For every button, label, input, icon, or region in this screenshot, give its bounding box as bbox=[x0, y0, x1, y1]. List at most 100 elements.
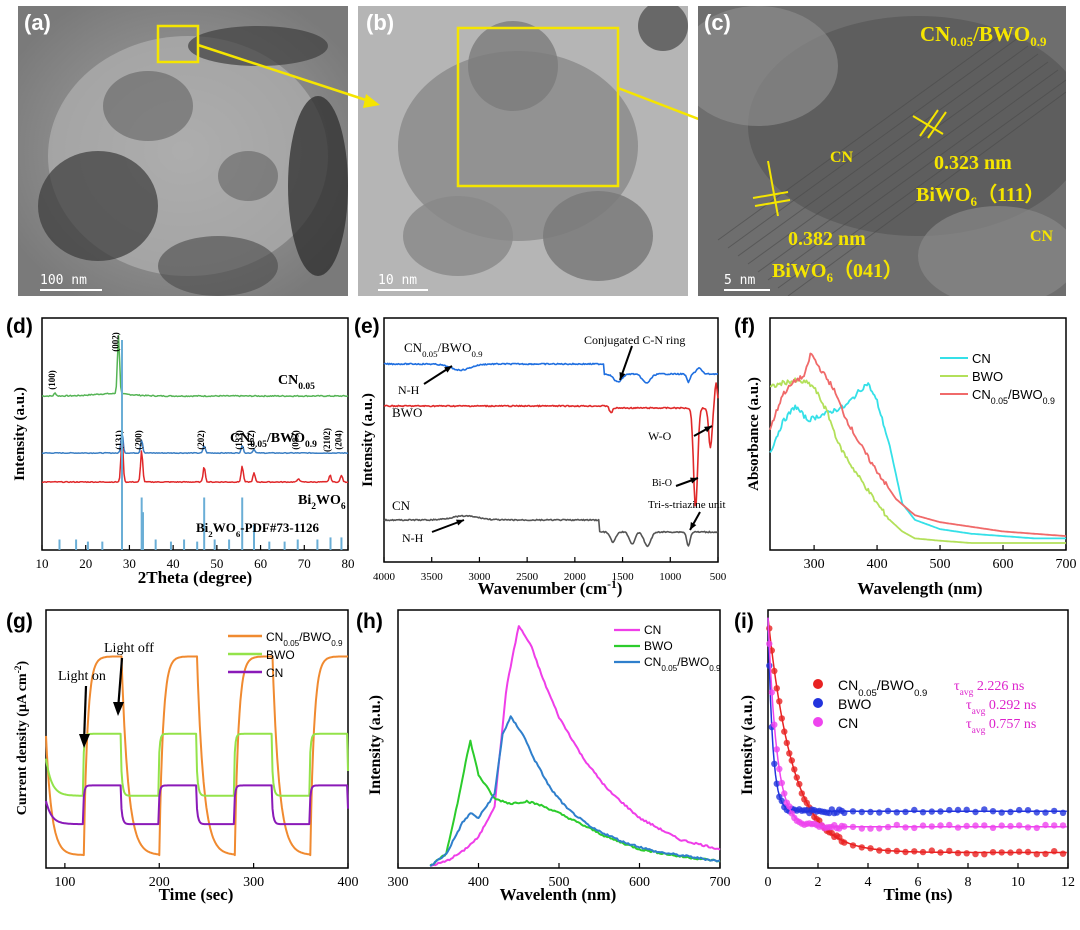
peak-label: (200) bbox=[134, 430, 144, 450]
trpl-point bbox=[946, 821, 953, 829]
text-part: BWO bbox=[644, 639, 673, 653]
uv-series-1 bbox=[769, 377, 1066, 544]
trpl-point bbox=[766, 662, 773, 669]
text-part: 0.05 bbox=[422, 349, 438, 359]
text-part: /BWO bbox=[677, 655, 709, 669]
text-part: CN bbox=[972, 387, 991, 402]
pl-series-2 bbox=[429, 715, 721, 868]
text-part: CN bbox=[972, 351, 991, 366]
text-part: /BWO bbox=[877, 677, 914, 693]
peak-label: (204) bbox=[333, 430, 343, 450]
panel-label-h: (h) bbox=[356, 610, 383, 633]
trpl-point bbox=[788, 757, 795, 764]
peak-label: (083) bbox=[291, 430, 301, 450]
x-tick-label: 1000 bbox=[659, 571, 682, 583]
trpl-point bbox=[989, 824, 997, 831]
text-part: -2 bbox=[14, 665, 24, 673]
legend-text: CN bbox=[838, 715, 858, 731]
tau-text: τavg 2.226 ns bbox=[954, 679, 1024, 698]
annotation: N-H bbox=[398, 383, 420, 397]
trpl-point bbox=[946, 806, 953, 814]
text-part: 2.226 ns bbox=[973, 679, 1024, 694]
panel-label-i: (i) bbox=[734, 610, 754, 633]
text-part: ) bbox=[617, 579, 623, 598]
text-part: 0.9 bbox=[914, 688, 927, 699]
x-tick-label: 1500 bbox=[612, 571, 635, 583]
x-tick-label: 0 bbox=[765, 875, 772, 890]
pc-series-2 bbox=[45, 784, 349, 826]
trpl-point bbox=[841, 823, 848, 830]
trpl-point bbox=[1042, 821, 1049, 829]
ftir-bwo bbox=[383, 382, 719, 507]
trpl-point bbox=[981, 851, 988, 858]
text-part: 0.05 bbox=[858, 688, 877, 699]
trpl-point bbox=[928, 808, 935, 815]
arrow-head bbox=[79, 734, 90, 748]
text-part: /BWO bbox=[438, 340, 472, 355]
x-tick-label: 30 bbox=[123, 556, 136, 571]
x-tick-label: 4000 bbox=[373, 571, 396, 583]
xrd-series-0 bbox=[41, 334, 349, 398]
trpl-point bbox=[796, 780, 803, 788]
trpl-point bbox=[902, 824, 909, 831]
text-part: CN bbox=[266, 666, 283, 680]
annotation-light-on: Light on bbox=[58, 669, 106, 684]
peak-label: (162) bbox=[246, 430, 256, 450]
x-tick-label: 200 bbox=[149, 875, 170, 890]
tem-texture-a bbox=[18, 6, 348, 296]
arrow-head bbox=[444, 366, 452, 373]
text-part: /BWO bbox=[1008, 387, 1043, 402]
trpl-point bbox=[1016, 848, 1023, 855]
trpl-point bbox=[773, 746, 780, 753]
x-axis-label-f: Wavelength (nm) bbox=[857, 579, 982, 598]
x-tick-label: 500 bbox=[710, 571, 727, 583]
legend-text: CN0.05/BWO0.9 bbox=[972, 387, 1055, 406]
arrow-head bbox=[704, 426, 712, 433]
legend-text: CN bbox=[266, 666, 283, 680]
panel-label-a: (a) bbox=[24, 10, 51, 35]
x-tick-label: 60 bbox=[254, 556, 267, 571]
y-axis-label-f: Absorbance (a.u.) bbox=[746, 377, 762, 491]
text-part: CN bbox=[230, 431, 250, 446]
text-part: avg bbox=[972, 726, 986, 736]
text-part: avg bbox=[972, 707, 986, 717]
trpl-point bbox=[771, 667, 778, 675]
lattice-plane-111: BiWO6（111） bbox=[916, 184, 1045, 209]
plot-frame-d bbox=[41, 317, 349, 551]
trpl-point bbox=[884, 807, 892, 815]
uv-series-0 bbox=[769, 382, 1066, 540]
text-part: 0.05 bbox=[991, 396, 1008, 406]
plot-frame-e bbox=[383, 317, 719, 563]
legend-text: BWO bbox=[972, 369, 1003, 384]
trpl-point bbox=[972, 850, 979, 858]
trpl-point bbox=[919, 809, 927, 816]
trpl-point bbox=[981, 822, 988, 829]
trpl-point bbox=[911, 806, 918, 814]
trpl-point bbox=[786, 803, 793, 810]
x-tick-label: 400 bbox=[338, 875, 359, 890]
x-tick-label: 20 bbox=[79, 556, 92, 571]
trpl-point bbox=[1007, 849, 1014, 856]
text-part: CN bbox=[644, 623, 661, 637]
pc-series-1 bbox=[45, 732, 349, 797]
trpl-point bbox=[981, 806, 988, 813]
peak-label: (100) bbox=[47, 370, 57, 390]
x-tick-label: 700 bbox=[1056, 557, 1077, 572]
arrow-line bbox=[82, 685, 88, 743]
arrow-head bbox=[113, 702, 124, 716]
trpl-point bbox=[893, 821, 900, 829]
series-label-mix: CN0.05/BWO0.9 bbox=[404, 340, 483, 359]
lattice-d-041: 0.382 nm bbox=[788, 228, 866, 250]
trpl-point bbox=[902, 848, 909, 856]
trpl-point bbox=[1042, 850, 1049, 858]
text-part: -1 bbox=[607, 578, 617, 591]
trpl-point bbox=[776, 698, 783, 705]
series-label-cn: CN bbox=[392, 498, 411, 513]
trpl-point bbox=[841, 839, 848, 846]
trpl-point bbox=[911, 848, 918, 855]
text-part: BWO bbox=[266, 648, 295, 662]
trpl-point bbox=[1051, 822, 1058, 829]
text-part: Bi bbox=[196, 520, 209, 535]
trpl-point bbox=[773, 685, 780, 692]
text-part: ) bbox=[15, 660, 30, 665]
